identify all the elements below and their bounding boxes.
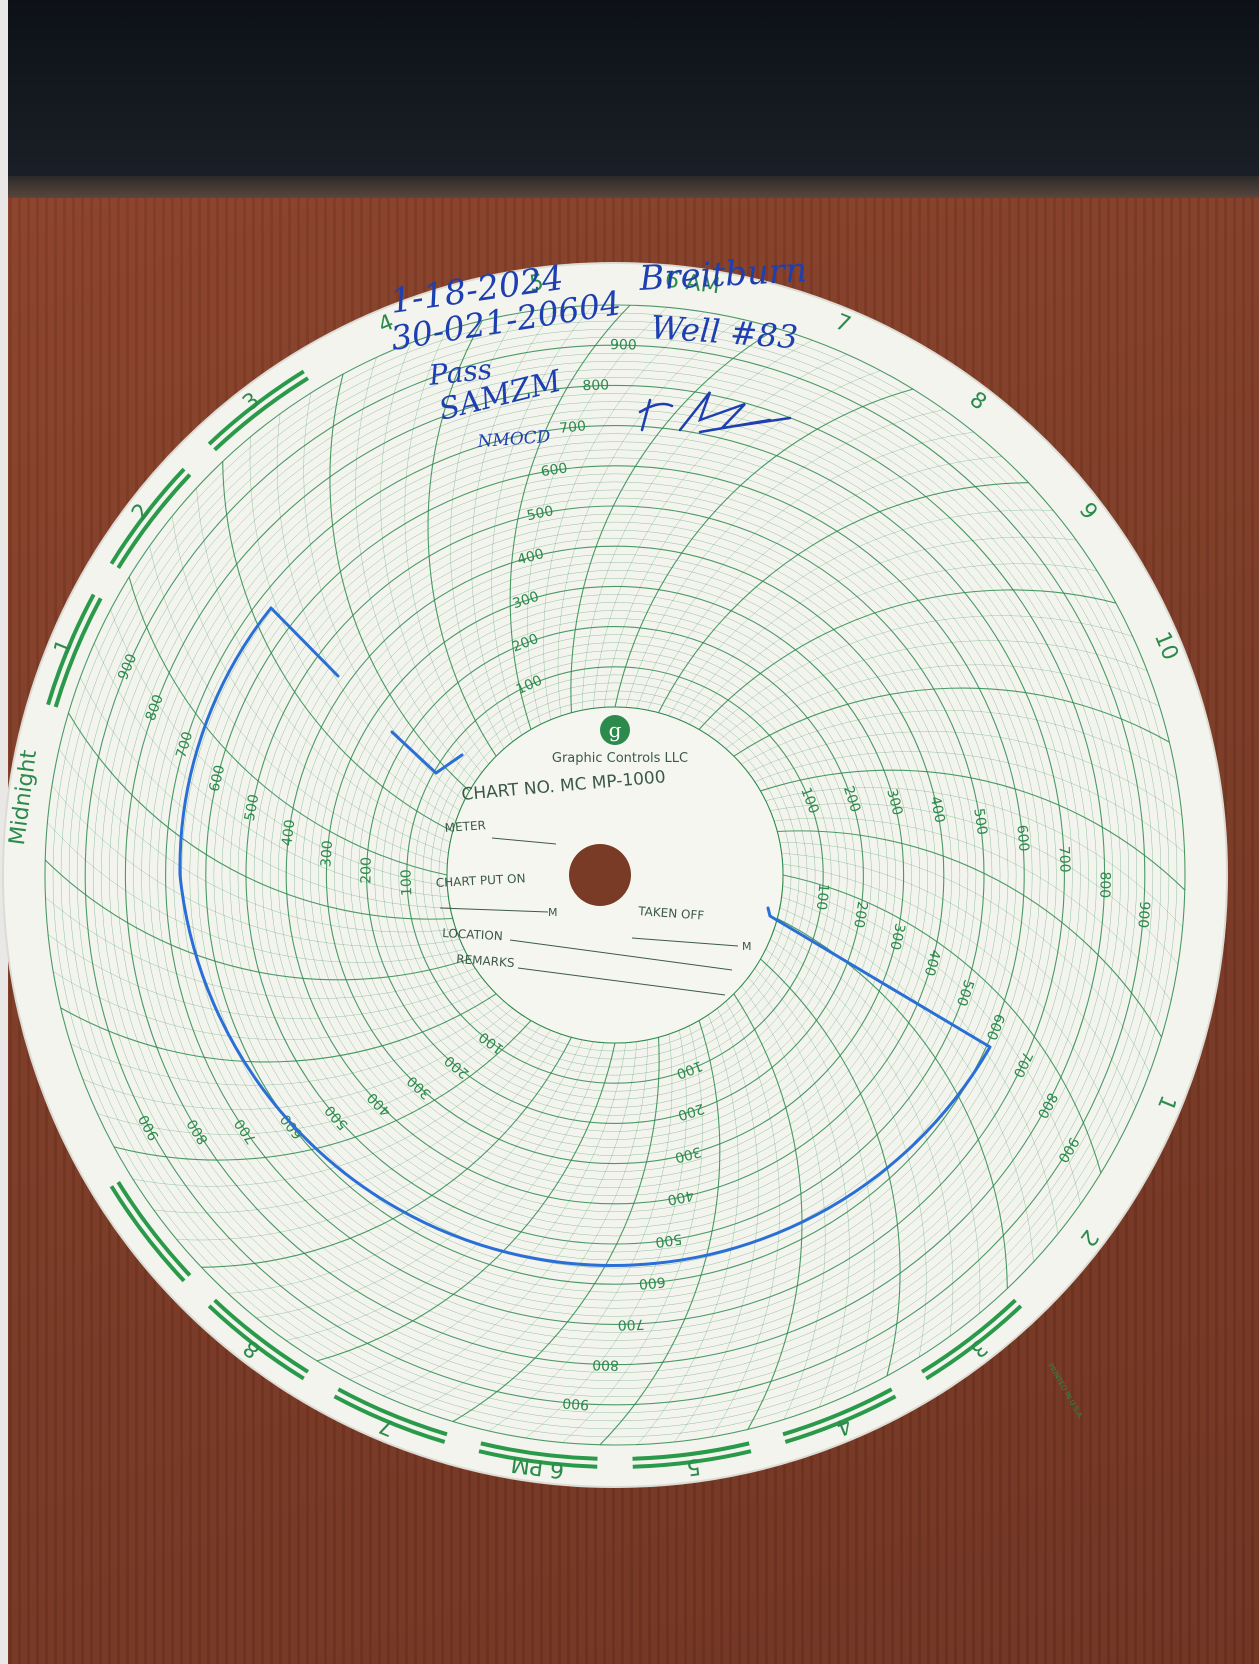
scale-label: 200	[850, 900, 870, 929]
scale-label: 500	[654, 1230, 683, 1250]
scale-label: 700	[617, 1316, 644, 1333]
scale-label: 900	[562, 1394, 590, 1412]
handwritten-operator: Breitburn	[637, 250, 808, 299]
scale-label: 400	[921, 948, 944, 978]
scale-label: 700	[173, 730, 196, 760]
scale-label: 400	[927, 795, 948, 824]
scale-label: 500	[970, 807, 990, 836]
scale-label: 600	[638, 1273, 666, 1291]
put-on-m-suffix: M	[548, 906, 558, 919]
hour-label: 5	[685, 1453, 702, 1480]
scale-label: 900	[1134, 901, 1152, 929]
scale-label: 100	[813, 883, 832, 911]
scale-label: 400	[516, 546, 546, 568]
monitor-dark-background	[0, 0, 1259, 188]
scale-label: 600	[206, 764, 228, 794]
handwritten-result: Pass	[426, 353, 493, 393]
scale-label: 300	[673, 1143, 703, 1165]
scale-label: 500	[525, 503, 554, 524]
location-field-label: LOCATION	[442, 926, 503, 943]
pressure-scale-labels: 100 200 300 400 500 600 700 800 900 100 200 300 400 5…	[115, 337, 1152, 1412]
monitor-bezel-edge	[0, 176, 1259, 198]
scale-label: 800	[592, 1356, 619, 1373]
scale-label: 900	[610, 337, 637, 353]
scale-label: 400	[666, 1187, 695, 1208]
scale-label: 200	[840, 784, 863, 814]
scale-label: 200	[676, 1100, 706, 1123]
handwritten-signature	[638, 391, 792, 434]
logo-letter: g	[609, 718, 622, 742]
hour-scale-ring	[46, 369, 1023, 1469]
scale-label: 300	[511, 589, 541, 612]
meter-field-label: METER	[444, 818, 486, 835]
scale-label: 300	[318, 840, 336, 868]
scale-label: 100	[398, 869, 415, 896]
graphic-controls-logo	[600, 715, 630, 745]
scale-label: 200	[358, 857, 375, 884]
scale-label: 800	[582, 377, 609, 394]
taken-off-label: TAKEN OFF	[637, 904, 705, 923]
scale-label: 300	[883, 787, 905, 817]
printed-in-usa-note: PRINTED IN U.S.A.	[1046, 1362, 1084, 1421]
chart-grid	[44, 304, 1186, 1446]
pen-trace-line	[178, 606, 992, 1267]
scale-label: 300	[886, 922, 907, 952]
scale-label: 400	[279, 819, 298, 848]
scale-label: 600	[540, 460, 569, 480]
remarks-field-label: REMARKS	[456, 952, 515, 970]
center-spindle-hole	[569, 844, 631, 906]
scale-label: 700	[1056, 846, 1073, 873]
scale-label: 500	[242, 793, 263, 822]
chart-put-on-label: CHART PUT ON	[435, 871, 525, 890]
hour-label: 5	[528, 270, 545, 297]
taken-off-m-suffix: M	[742, 940, 752, 953]
scale-label: 600	[1013, 824, 1031, 852]
scale-label: 800	[1096, 871, 1113, 898]
brand-name: Graphic Controls LLC	[552, 751, 688, 766]
scale-label: 700	[559, 418, 587, 436]
